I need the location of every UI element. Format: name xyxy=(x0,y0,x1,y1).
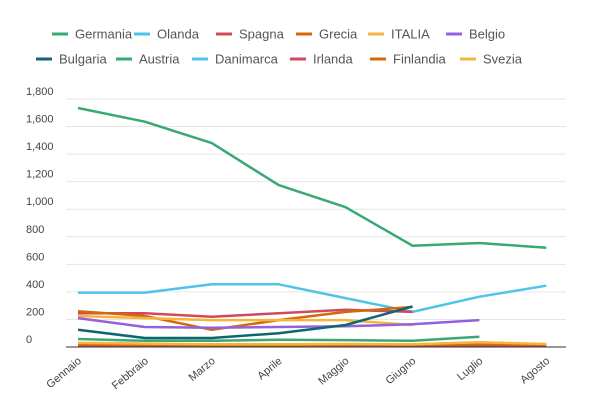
legend-item[interactable]: ITALIA xyxy=(368,27,430,42)
legend-label: Grecia xyxy=(319,27,358,42)
y-tick-label: 1,800 xyxy=(26,86,54,98)
legend-label: Finlandia xyxy=(393,52,447,67)
legend-label: Austria xyxy=(139,52,180,67)
series-svezia xyxy=(77,340,547,346)
y-tick-label: 1,000 xyxy=(26,196,54,208)
legend-item[interactable]: Spagna xyxy=(216,27,285,42)
y-axis-ticks: 0 200 400 600 800 1,000 1,200 1,400 1,600 1,800 xyxy=(26,86,54,346)
series-line xyxy=(78,283,547,314)
series-line xyxy=(77,335,480,343)
x-tick-label: Giugno xyxy=(384,355,419,387)
series-austria xyxy=(77,335,480,343)
y-tick-label: 1,400 xyxy=(26,141,54,153)
legend-label: Danimarca xyxy=(215,52,279,67)
legend-label: Germania xyxy=(75,27,133,42)
y-tick-label: 0 xyxy=(26,334,32,346)
series-grecia xyxy=(77,305,413,332)
legend-item[interactable]: Finlandia xyxy=(370,52,447,67)
legend-item[interactable]: Bulgaria xyxy=(36,52,107,67)
x-tick-label: Luglio xyxy=(455,355,485,383)
legend-item[interactable]: Germania xyxy=(52,27,133,42)
y-tick-label: 1,200 xyxy=(26,169,54,181)
series-germania xyxy=(77,106,547,250)
legend-item[interactable]: Svezia xyxy=(460,52,523,67)
x-tick-label: Gennaio xyxy=(44,355,84,391)
series-lines xyxy=(77,106,547,348)
legend-item[interactable]: Olanda xyxy=(134,27,200,42)
series-line xyxy=(77,340,547,346)
y-tick-label: 200 xyxy=(26,306,44,318)
legend-label: ITALIA xyxy=(391,27,430,42)
legend-label: Svezia xyxy=(483,52,523,67)
series-line xyxy=(77,106,547,250)
series-line xyxy=(77,305,413,340)
x-tick-label: Marzo xyxy=(187,355,218,384)
legend: Germania Olanda Spagna Grecia ITALIA Belgio Bu… xyxy=(36,27,523,67)
legend-item[interactable]: Grecia xyxy=(296,27,358,42)
x-tick-label: Agosto xyxy=(518,355,552,386)
x-axis-ticks: Gennaio Febbraio Marzo Aprile Maggio Giugno Lu… xyxy=(44,355,552,392)
series-bulgaria xyxy=(77,305,413,340)
legend-label: Olanda xyxy=(157,27,200,42)
legend-item[interactable]: Austria xyxy=(116,52,180,67)
series-line xyxy=(77,305,413,332)
y-tick-label: 600 xyxy=(26,251,44,263)
x-tick-label: Febbraio xyxy=(110,355,151,392)
series-belgio xyxy=(77,316,480,329)
legend-label: Irlanda xyxy=(313,52,354,67)
x-tick-label: Aprile xyxy=(255,355,284,382)
legend-label: Bulgaria xyxy=(59,52,107,67)
y-tick-label: 1,600 xyxy=(26,114,54,126)
legend-label: Spagna xyxy=(239,27,285,42)
y-tick-label: 400 xyxy=(26,279,44,291)
gridlines xyxy=(66,98,566,320)
series-olanda xyxy=(78,283,547,314)
legend-item[interactable]: Belgio xyxy=(446,27,505,42)
series-line xyxy=(77,316,480,329)
legend-item[interactable]: Danimarca xyxy=(192,52,279,67)
legend-item[interactable]: Irlanda xyxy=(290,52,354,67)
y-tick-label: 800 xyxy=(26,224,44,236)
legend-label: Belgio xyxy=(469,27,505,42)
x-tick-label: Maggio xyxy=(316,355,351,387)
